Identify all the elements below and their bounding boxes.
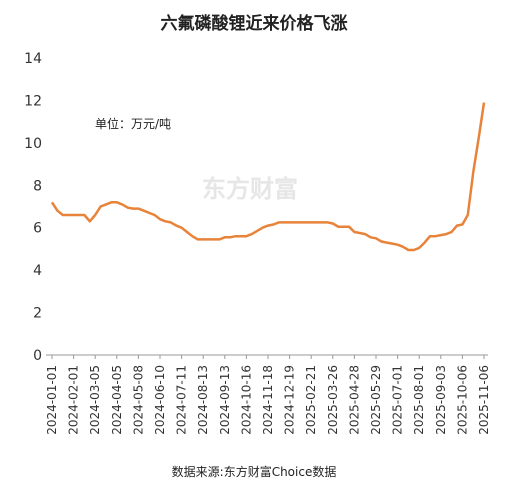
watermark: 东方财富: [202, 175, 298, 203]
y-tick-label: 0: [33, 348, 42, 364]
line-series: [50, 102, 486, 252]
x-tick-label: 2024-08-13: [196, 365, 210, 435]
source: 数据来源:东方财富Choice数据: [172, 464, 337, 479]
x-tick-label: 2024-10-16: [239, 365, 253, 435]
y-tick-label: 4: [33, 263, 42, 279]
x-tick-label: 2025-02-21: [304, 365, 318, 435]
x-tick-label: 2024-04-05: [110, 365, 124, 435]
x-tick-label: 2024-12-19: [283, 365, 297, 435]
y-tick-label: 8: [33, 178, 42, 194]
x-tick-label: 2024-09-13: [218, 365, 232, 435]
x-tick-label: 2025-08-01: [412, 365, 426, 435]
x-tick-label: 2025-09-03: [434, 365, 448, 435]
y-tick-label: 6: [33, 221, 42, 237]
x-tick-label: 2024-01-01: [45, 365, 59, 435]
x-tick-label: 2025-04-28: [347, 365, 361, 435]
x-tick-label: 2024-02-01: [67, 365, 81, 435]
x-tick-label: 2025-05-29: [369, 365, 383, 435]
y-tick-label: 14: [24, 51, 42, 67]
x-tick-label: 2024-07-11: [175, 365, 189, 435]
x-tick-label: 2024-11-18: [261, 365, 275, 435]
y-tick-label: 2: [33, 306, 42, 322]
x-tick-label: 2024-03-05: [88, 365, 102, 435]
x-tick-label: 2025-10-06: [455, 365, 469, 435]
x-tick-label: 2025-11-06: [477, 365, 491, 435]
annotation: 单位：万元/吨: [95, 116, 171, 131]
y-tick-label: 10: [24, 136, 42, 152]
x-tick-label: 2024-06-10: [153, 365, 167, 435]
x-tick-label: 2024-05-08: [131, 365, 145, 435]
y-tick-label: 12: [24, 93, 42, 109]
x-tick-label: 2025-03-26: [326, 365, 340, 435]
x-tick-label: 2025-07-01: [391, 365, 405, 435]
chart-title: 六氟磷酸锂近来价格飞涨: [161, 13, 348, 34]
